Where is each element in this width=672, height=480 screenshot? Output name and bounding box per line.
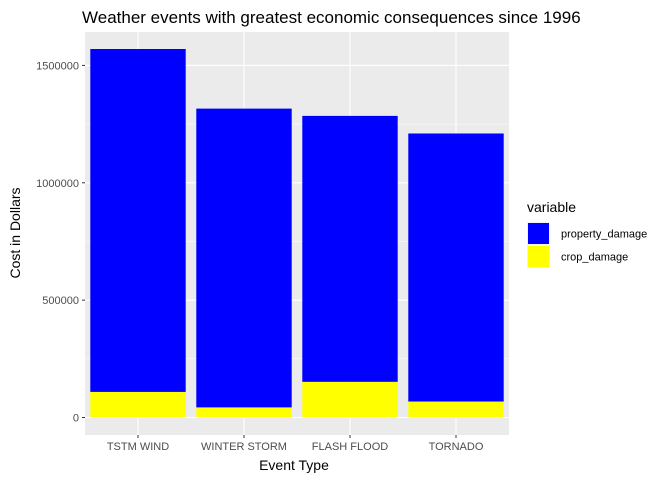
legend: variable property_damage crop_damage (527, 199, 647, 268)
bar-property_damage (302, 115, 398, 382)
x-axis: TSTM WIND WINTER STORM FLASH FLOOD TORNADO (107, 435, 484, 453)
x-tick-label: FLASH FLOOD (312, 441, 388, 453)
x-tick-label: TSTM WIND (107, 441, 169, 453)
bar-property_damage (408, 133, 504, 402)
y-tick-label: 1000000 (36, 178, 79, 190)
y-axis-title: Cost in Dollars (7, 187, 23, 278)
x-axis-title: Event Type (259, 457, 329, 473)
chart-title: Weather events with greatest economic co… (82, 8, 581, 27)
bar-property_damage (196, 108, 292, 408)
legend-key-property_damage (528, 223, 549, 244)
legend-label: crop_damage (561, 252, 628, 264)
x-tick-label: TORNADO (429, 441, 484, 453)
y-tick-label: 1500000 (36, 60, 79, 72)
bar-crop_damage (196, 407, 292, 418)
y-tick-label: 500000 (42, 295, 79, 307)
legend-key-crop_damage (528, 246, 549, 267)
legend-label: property_damage (561, 229, 647, 241)
bars (90, 49, 504, 418)
bar-crop_damage (302, 381, 398, 418)
legend-title: variable (527, 199, 576, 215)
y-axis: 0 500000 1000000 1500000 (36, 60, 85, 425)
x-tick-label: WINTER STORM (201, 441, 287, 453)
bar-crop_damage (90, 391, 186, 418)
y-tick-label: 0 (73, 413, 79, 425)
bar-property_damage (90, 49, 186, 392)
bar-crop_damage (408, 401, 504, 418)
